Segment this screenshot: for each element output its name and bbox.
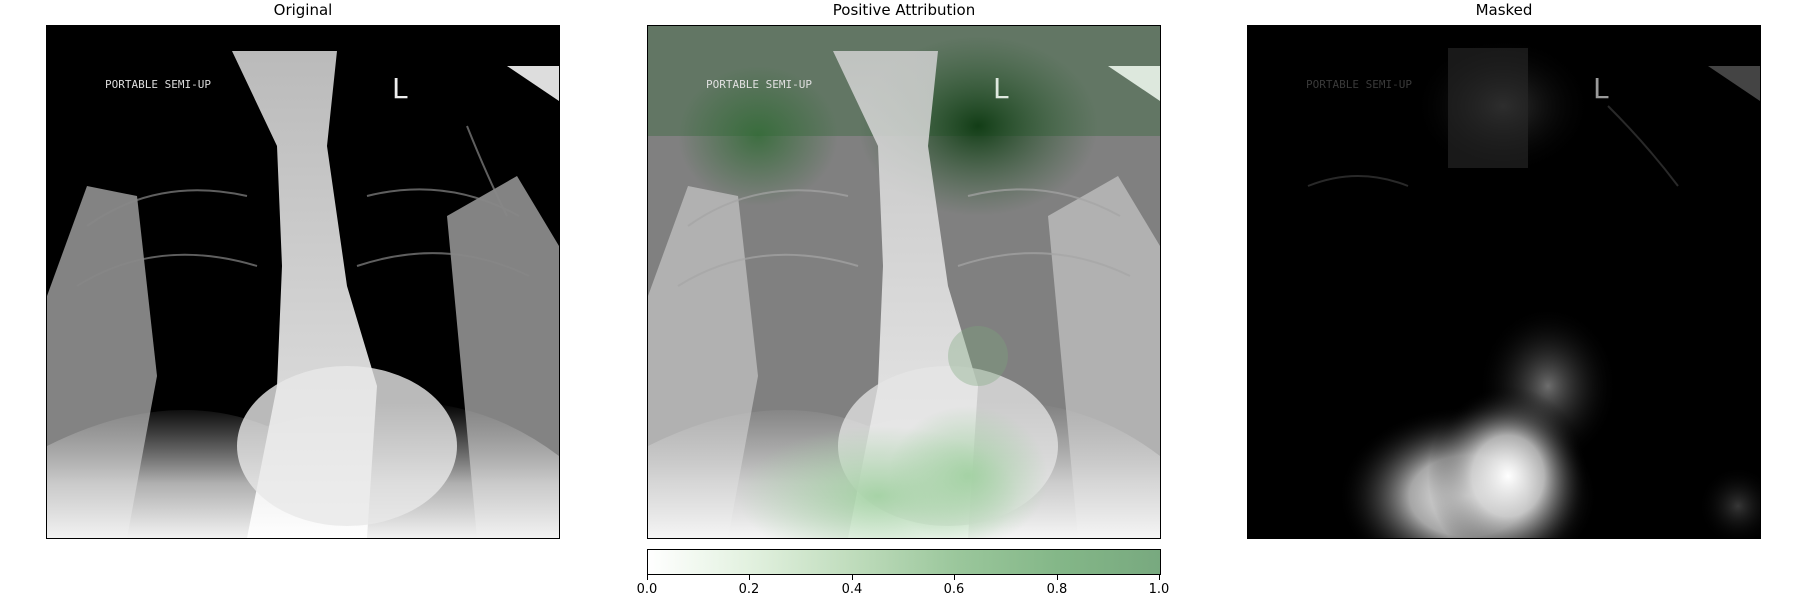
colorbar-tick-label: 0.0 xyxy=(636,582,658,597)
attribution-overlay-image: PORTABLE SEMI-UP L xyxy=(647,25,1161,539)
colorbar-tick xyxy=(852,575,853,580)
colorbar-tick-label: 1.0 xyxy=(1148,582,1170,597)
original-l-marker: L xyxy=(392,72,408,105)
attribution-colorbar xyxy=(647,549,1161,575)
colorbar-tick xyxy=(954,575,955,580)
masked-portable-label: PORTABLE SEMI-UP xyxy=(1306,78,1412,91)
attribution-l-marker: L xyxy=(993,72,1009,105)
original-title: Original xyxy=(273,1,333,19)
colorbar-tick-label: 0.4 xyxy=(841,582,863,597)
original-portable-label: PORTABLE SEMI-UP xyxy=(105,78,211,91)
colorbar-tick-label: 0.6 xyxy=(943,582,965,597)
colorbar-tick-label: 0.8 xyxy=(1046,582,1068,597)
colorbar-tick-label: 0.2 xyxy=(738,582,760,597)
original-xray-image: PORTABLE SEMI-UP L xyxy=(46,25,560,539)
masked-l-marker: L xyxy=(1593,72,1609,105)
masked-xray-image: PORTABLE SEMI-UP L xyxy=(1247,25,1761,539)
colorbar-tick xyxy=(1159,575,1160,580)
colorbar-tick xyxy=(647,575,648,580)
attribution-portable-label: PORTABLE SEMI-UP xyxy=(706,78,812,91)
colorbar-tick xyxy=(749,575,750,580)
masked-title: Masked xyxy=(1475,1,1533,19)
colorbar-tick xyxy=(1057,575,1058,580)
attribution-title: Positive Attribution xyxy=(832,1,976,19)
